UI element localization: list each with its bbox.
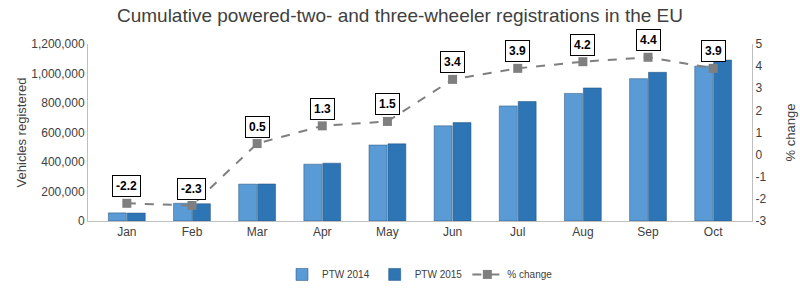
svg-text:Jun: Jun <box>443 225 462 239</box>
svg-text:4.4: 4.4 <box>640 33 657 47</box>
svg-text:4.2: 4.2 <box>574 38 591 52</box>
svg-text:PTW 2015: PTW 2015 <box>415 269 463 280</box>
svg-text:May: May <box>376 225 399 239</box>
svg-text:0: 0 <box>78 214 85 228</box>
svg-text:Feb: Feb <box>182 225 203 239</box>
svg-text:0: 0 <box>755 148 762 162</box>
svg-text:-1: -1 <box>755 170 766 184</box>
svg-text:3: 3 <box>755 81 762 95</box>
svg-text:400,000: 400,000 <box>41 155 85 169</box>
svg-text:1.5: 1.5 <box>379 97 396 111</box>
svg-text:600,000: 600,000 <box>41 126 85 140</box>
svg-text:1,000,000: 1,000,000 <box>31 67 85 81</box>
svg-text:0.5: 0.5 <box>249 120 266 134</box>
svg-text:1.3: 1.3 <box>314 102 331 116</box>
svg-text:-2.3: -2.3 <box>181 182 202 196</box>
svg-text:800,000: 800,000 <box>41 96 85 110</box>
svg-text:4: 4 <box>755 59 762 73</box>
svg-text:Cumulative powered-two- and th: Cumulative powered-two- and three-wheele… <box>117 5 683 26</box>
svg-text:1: 1 <box>755 126 762 140</box>
svg-text:Vehicles registered: Vehicles registered <box>14 78 29 188</box>
svg-text:Sep: Sep <box>637 225 659 239</box>
svg-text:Jan: Jan <box>117 225 136 239</box>
svg-text:% change: % change <box>507 269 552 280</box>
svg-text:-2: -2 <box>755 192 766 206</box>
svg-text:PTW 2014: PTW 2014 <box>322 269 370 280</box>
svg-text:-2.2: -2.2 <box>116 179 137 193</box>
svg-text:1,200,000: 1,200,000 <box>31 37 85 51</box>
svg-text:Jul: Jul <box>510 225 525 239</box>
svg-text:Mar: Mar <box>247 225 268 239</box>
svg-text:3.9: 3.9 <box>705 44 722 58</box>
svg-text:Oct: Oct <box>704 225 723 239</box>
svg-text:Apr: Apr <box>313 225 332 239</box>
svg-text:Aug: Aug <box>572 225 593 239</box>
svg-text:% change: % change <box>783 104 798 162</box>
svg-text:200,000: 200,000 <box>41 185 85 199</box>
svg-text:3.4: 3.4 <box>444 55 461 69</box>
svg-text:3.9: 3.9 <box>509 44 526 58</box>
svg-text:-3: -3 <box>755 214 766 228</box>
svg-text:5: 5 <box>755 37 762 51</box>
svg-text:2: 2 <box>755 104 762 118</box>
